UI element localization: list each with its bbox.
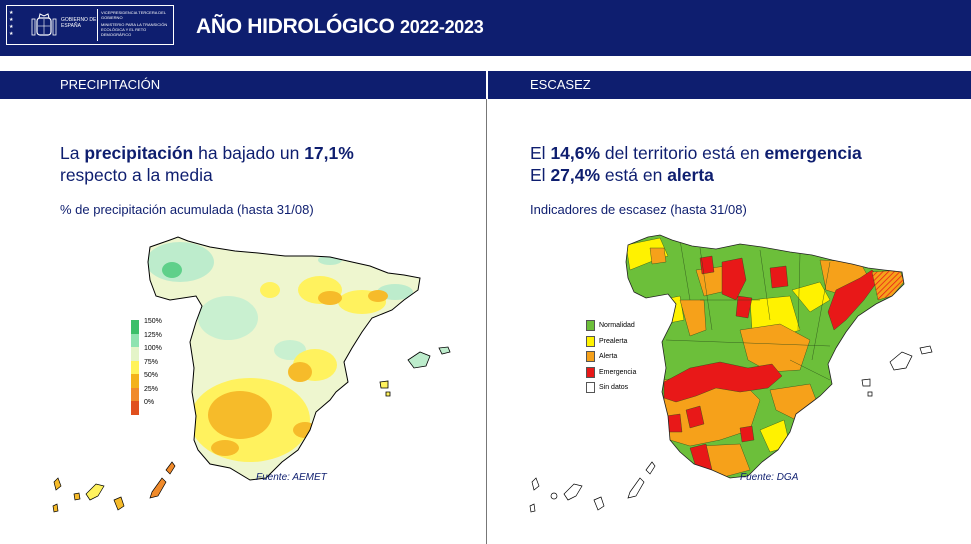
precipitation-section-bar: PRECIPITACIÓN (0, 71, 486, 99)
scarcity-legend-label: Emergencia (599, 368, 637, 376)
precipitation-map (52, 236, 451, 513)
precip-legend-label: 50% (144, 372, 159, 379)
scarcity-legend-swatch (586, 351, 595, 362)
precipitation-section-title: PRECIPITACIÓN (60, 77, 161, 92)
scarcity-legend-label: Prealerta (599, 337, 628, 345)
logo-ministry-name: MINISTERIO PARA LA TRANSICIÓN ECOLÓGICA … (101, 22, 168, 37)
scarcity-legend: Normalidad Prealerta Alerta Emergencia Sin d… (586, 320, 656, 400)
scarcity-legend-label: Normalidad (599, 322, 635, 329)
precip-headline-value: 17,1% (304, 143, 354, 163)
precip-legend-swatch (131, 401, 139, 415)
precipitation-subtitle: % de precipitación acumulada (hasta 31/0… (60, 202, 314, 217)
precip-legend-swatch (131, 320, 139, 334)
scarcity-headline-part: del territorio está en (600, 143, 765, 163)
logo-vice-text: VICEPRESIDENCIA TERCERA DEL GOBIERNO (101, 10, 166, 20)
precip-legend-swatch (131, 347, 139, 361)
panel-divider (486, 99, 487, 544)
scarcity-section-title: ESCASEZ (530, 77, 591, 92)
precip-legend-label: 100% (144, 345, 162, 352)
scarcity-headline-part: está en (600, 165, 668, 185)
precip-headline-part: La (60, 143, 85, 163)
precip-legend-label: 75% (144, 358, 159, 366)
precip-legend-swatch (131, 387, 139, 401)
precip-headline-part: ha bajado un (193, 143, 305, 163)
precipitation-source: Fuente: AEMET (256, 472, 327, 483)
scarcity-legend-swatch (586, 335, 595, 347)
scarcity-section-bar: ESCASEZ (488, 71, 971, 99)
scarcity-legend-label: Sin datos (599, 384, 629, 391)
logo-government-text: GOBIERNO DE ESPAÑA (61, 17, 97, 29)
page-title: AÑO HIDROLÓGICO 2022-2023 (196, 15, 484, 39)
precipitation-legend: 150% 125% 100% 75% 50% 25% 0% (131, 318, 171, 415)
precip-legend-swatch (131, 333, 139, 347)
scarcity-headline-part: El (530, 165, 551, 185)
eu-stars-icon: ★ ★ ★ ★ (9, 10, 14, 37)
scarcity-legend-swatch (586, 366, 595, 378)
scarcity-headline-keyword: emergencia (764, 143, 862, 163)
precip-legend-swatch (131, 360, 139, 374)
precip-legend-label: 25% (144, 385, 159, 393)
precip-legend-label: 150% (144, 318, 162, 325)
scarcity-legend-swatch (586, 320, 595, 331)
precip-legend-swatch (131, 374, 139, 388)
scarcity-headline-value: 14,6% (550, 143, 601, 163)
coat-of-arms-icon (31, 13, 57, 36)
logo-separator (97, 9, 98, 41)
scarcity-source: Fuente: DGA (740, 472, 799, 483)
scarcity-legend-swatch (586, 382, 595, 393)
precip-headline-line2: respecto a la media (60, 165, 213, 185)
scarcity-headline-value: 27,4% (550, 165, 601, 185)
page-title-main: AÑO HIDROLÓGICO (196, 15, 395, 38)
header-bar: ★ ★ ★ ★ GOBIERNO DE ESPAÑA VICEPRESIDENCIA … (0, 0, 971, 56)
precip-headline-keyword: precipitación (84, 143, 194, 163)
scarcity-subtitle: Indicadores de escasez (hasta 31/08) (530, 202, 747, 217)
precip-legend-label: 0% (144, 399, 155, 406)
government-logo: ★ ★ ★ ★ GOBIERNO DE ESPAÑA VICEPRESIDENCIA … (6, 5, 174, 45)
scarcity-legend-label: Alerta (599, 353, 618, 360)
precip-legend-label: 125% (144, 331, 162, 339)
scarcity-headline: El 14,6% del territorio está en emergenc… (530, 142, 862, 186)
scarcity-headline-part: El (530, 143, 551, 163)
precipitation-headline: La precipitación ha bajado un 17,1% resp… (60, 142, 354, 186)
logo-ministry-text: VICEPRESIDENCIA TERCERA DEL GOBIERNO MIN… (101, 10, 173, 39)
page-title-year: 2022-2023 (400, 17, 484, 37)
scarcity-headline-keyword: alerta (667, 165, 714, 185)
